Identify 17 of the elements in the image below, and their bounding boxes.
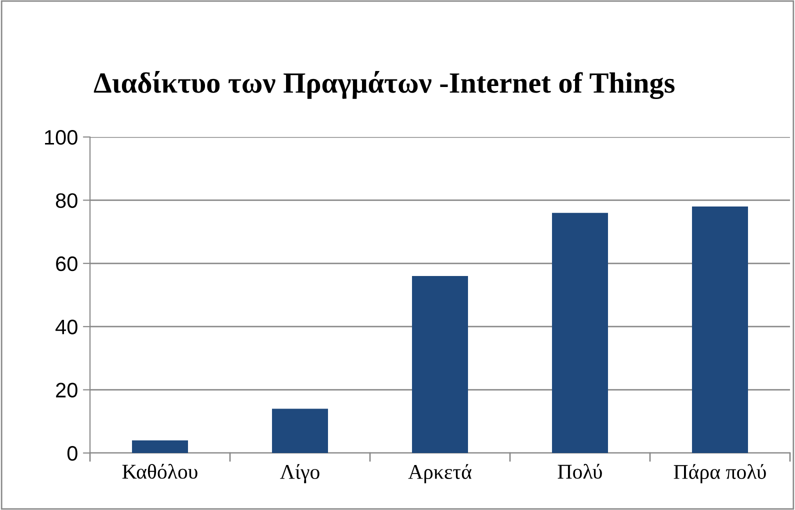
bar (552, 212, 608, 453)
y-tick-label: 60 (56, 256, 78, 272)
bar (692, 206, 748, 453)
bar (412, 276, 468, 453)
x-tick-label: Λίγο (280, 464, 320, 484)
x-tick-label: Πολύ (558, 464, 602, 479)
bar (272, 408, 328, 453)
chart-title: Διαδίκτυο των Πραγμάτων -Internet of Things (94, 70, 674, 100)
bar (132, 440, 188, 453)
y-tick-label: 20 (56, 382, 78, 398)
x-tick-label: Πάρα πολύ (674, 464, 766, 484)
y-tick-label: 40 (56, 320, 78, 334)
y-tick-label: 0 (67, 446, 78, 461)
x-tick-label: Αρκετά (408, 464, 472, 484)
x-tick-label: Καθόλου (122, 464, 198, 479)
y-tick-label: 100 (45, 130, 78, 145)
y-tick-label: 80 (56, 193, 78, 208)
